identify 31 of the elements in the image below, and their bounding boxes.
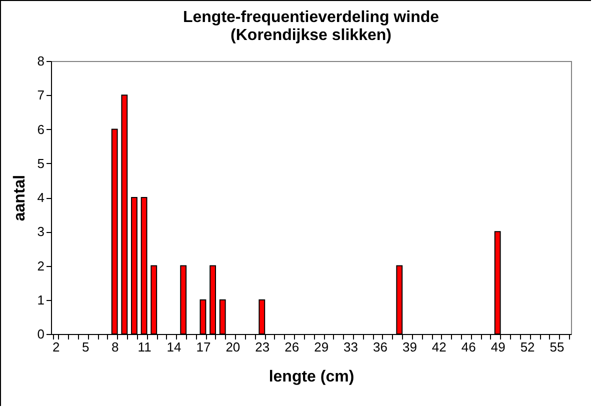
chart-title: Lengte-frequentieverdeling winde xyxy=(182,9,440,26)
y-tick-label: 1 xyxy=(37,292,44,308)
y-tick-label: 5 xyxy=(37,156,44,171)
x-tick-label: 33 xyxy=(344,340,358,354)
x-tick-label: 17 xyxy=(196,340,211,354)
y-tick-label: 0 xyxy=(37,326,44,342)
x-tick-label: 5 xyxy=(82,340,90,354)
y-tick-label: 7 xyxy=(37,88,44,103)
x-tick-label: 20 xyxy=(226,340,240,354)
y-tick-label: 4 xyxy=(37,190,44,205)
x-tick-label: 36 xyxy=(373,340,388,354)
x-tick-label: 52 xyxy=(520,340,535,354)
x-tick-label: 23 xyxy=(255,340,270,354)
y-tick-label: 6 xyxy=(37,122,44,137)
x-tick-label: 42 xyxy=(432,340,446,354)
y-tick-label: 3 xyxy=(37,224,44,240)
x-tick-label: 26 xyxy=(284,340,300,354)
x-tick-label: 55 xyxy=(550,340,564,354)
x-axis-title: lengte (cm) xyxy=(268,368,354,386)
y-tick-label: 8 xyxy=(37,54,44,68)
x-tick-label: 49 xyxy=(490,340,506,354)
x-tick-label: 39 xyxy=(402,340,417,354)
x-tick-label: 46 xyxy=(461,340,476,354)
y-axis-title: aantal xyxy=(11,174,28,222)
x-tick-label: 8 xyxy=(111,340,119,354)
y-tick-label: 2 xyxy=(37,258,44,274)
x-tick-label: 14 xyxy=(166,340,182,354)
x-tick-label: 11 xyxy=(138,340,152,354)
x-tick-label: 29 xyxy=(314,340,329,354)
x-tick-label: 2 xyxy=(52,340,60,354)
chart-subtitle: (Korendijkse slikken) xyxy=(230,27,392,44)
